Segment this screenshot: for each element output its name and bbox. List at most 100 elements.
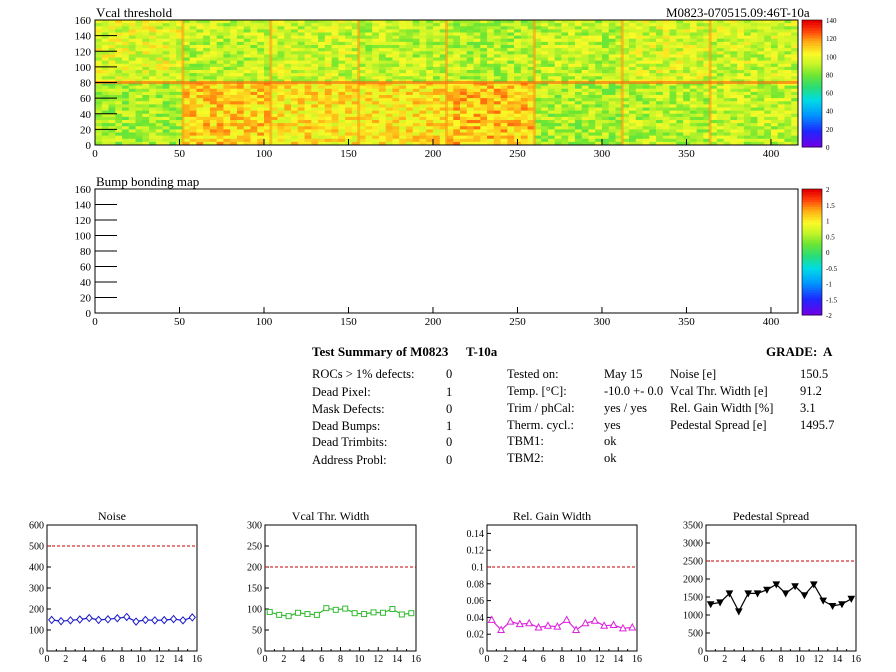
vcal-map-cell: [128, 132, 136, 137]
vcal-map-cell: [223, 101, 231, 105]
vcal-map-cell: [460, 113, 468, 118]
vcal-map-cell: [493, 104, 501, 108]
vcal-map-cell: [426, 132, 434, 137]
panel-1-xtick-label: 14: [392, 654, 402, 665]
vcal-map-cell: [203, 110, 211, 115]
vcal-map-cell: [750, 113, 758, 118]
vcal-map-cell: [568, 123, 576, 127]
vcal-map-cell: [683, 135, 691, 140]
panel-2-point: [534, 622, 543, 631]
panel-3-xtick-label: 6: [760, 654, 765, 665]
vcal-map-cell: [703, 101, 711, 105]
vcal-map-cell: [622, 95, 630, 99]
vcal-map-cell: [216, 107, 224, 112]
vcal-map-cell: [399, 95, 407, 99]
panel-3-ytick-label: 2500: [683, 557, 703, 568]
vcal-map-cell: [304, 57, 312, 62]
vcal-map-cell: [676, 101, 684, 105]
vcal-map-cell: [784, 123, 792, 127]
vcal-map-cell: [554, 123, 562, 127]
vcal-map-cell: [493, 113, 501, 118]
bump-map-colorbar-band: [802, 239, 822, 243]
vcal-map-cell: [466, 38, 474, 43]
vcal-map-cell: [365, 104, 373, 108]
vcal-map-cell: [284, 120, 292, 124]
vcal-map-cell: [297, 26, 305, 30]
panel-3-xtick-label: 12: [814, 654, 824, 665]
vcal-map-cell: [791, 110, 799, 115]
vcal-map-colorbar-band: [802, 86, 822, 90]
vcal-map-cell: [568, 116, 576, 121]
vcal-map-cell: [493, 57, 501, 62]
vcal-map-cell: [642, 38, 650, 43]
vcal-map-cell: [710, 123, 718, 127]
vcal-map-cell: [547, 104, 556, 108]
vcal-map-cell: [263, 120, 272, 124]
vcal-map-cell: [108, 91, 116, 96]
vcal-map-cell: [737, 120, 745, 124]
vcal-map-cell: [466, 73, 474, 77]
vcal-map-cell: [223, 129, 231, 133]
vcal-map-cell: [453, 120, 461, 124]
vcal-map-cell: [608, 95, 616, 99]
vcal-map-cell: [277, 91, 285, 96]
vcal-map-cell: [297, 32, 305, 37]
bump-map-colorbar-band: [802, 254, 822, 258]
vcal-map-cell: [372, 98, 380, 102]
panel-1-xtick-label: 0: [263, 654, 268, 665]
vcal-map-cell: [216, 32, 224, 37]
vcal-map-cell: [493, 32, 501, 37]
vcal-map-cell: [750, 60, 758, 65]
vcal-map-cell: [426, 126, 434, 130]
vcal-map-cell: [716, 45, 725, 49]
vcal-map-cell: [351, 32, 360, 37]
vcal-map-cell: [764, 116, 772, 121]
vcal-map-cell: [568, 70, 576, 74]
vcal-map-cell: [426, 91, 434, 96]
vcal-map-cell: [574, 48, 583, 52]
vcal-map-cell: [723, 60, 731, 65]
vcal-map-cell: [426, 101, 434, 105]
vcal-map-cell: [750, 63, 758, 68]
vcal-map-cell: [581, 98, 589, 102]
vcal-map-cell: [656, 66, 664, 71]
vcal-map-cell: [209, 45, 218, 49]
vcal-map-cell: [297, 113, 305, 118]
vcal-map-cell: [710, 26, 718, 30]
vcal-map-cell: [385, 51, 393, 55]
vcal-map-cell: [527, 70, 535, 74]
vcal-map-cell: [189, 107, 197, 112]
vcal-map-cell: [149, 82, 157, 87]
vcal-map-cell: [784, 38, 792, 43]
vcal-map-cell: [378, 76, 387, 80]
vcal-map-cell: [676, 85, 684, 90]
vcal-map-cell: [466, 35, 474, 40]
vcal-map-cell: [581, 141, 589, 146]
panel-2-title: Rel. Gain Width: [513, 509, 591, 523]
vcal-map-cell: [176, 41, 184, 46]
vcal-map-cell: [432, 107, 441, 112]
summary-c2-label-3: Therm. cycl.:: [507, 418, 574, 432]
vcal-map-cell: [324, 57, 332, 62]
vcal-map-cell: [507, 98, 515, 102]
vcal-map-cell: [520, 20, 529, 24]
vcal-map-cell: [764, 38, 772, 43]
vcal-map-cell: [257, 104, 265, 108]
vcal-map-cell: [480, 132, 488, 137]
vcal-map-cell: [236, 35, 245, 40]
vcal-map-cell: [629, 35, 637, 40]
vcal-map-colorbar-label: 120: [826, 35, 837, 43]
vcal-map-cell: [676, 120, 684, 124]
vcal-map-cell: [473, 129, 481, 133]
vcal-map-cell: [493, 91, 501, 96]
vcal-map-cell: [683, 113, 691, 118]
vcal-map-cell: [162, 63, 170, 68]
vcal-map-cell: [135, 101, 143, 105]
vcal-map-cell: [710, 38, 718, 43]
vcal-map-cell: [757, 76, 765, 80]
vcal-map-cell: [615, 60, 623, 65]
header-right-label: M0823-070515.09:46T-10a: [666, 5, 810, 20]
vcal-map-cell: [764, 123, 772, 127]
vcal-map-cell: [216, 63, 224, 68]
vcal-map-cell: [750, 138, 758, 143]
